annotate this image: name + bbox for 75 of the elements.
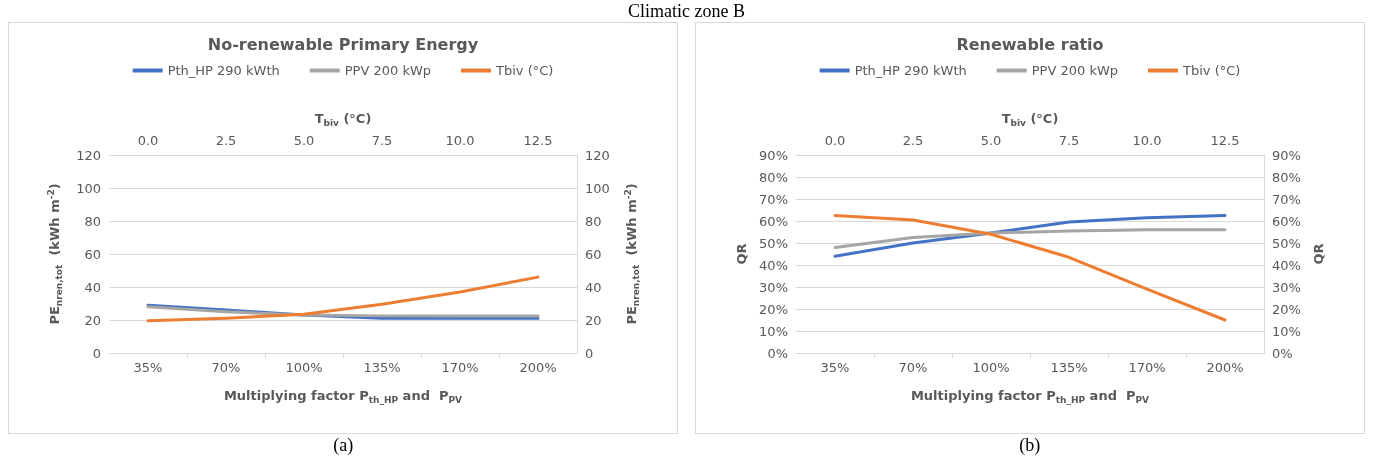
x-tick-label: 35% (820, 360, 850, 375)
legend-label: Pth_HP 290 kWth (167, 63, 280, 78)
y2-tick-label: 60% (1271, 213, 1301, 229)
y2-tick-label: 0 (585, 345, 594, 361)
x-tick-label: 100% (972, 360, 1010, 375)
line-series (833, 214, 1227, 258)
x-tick-label: 200% (519, 360, 557, 375)
y2-tick-label: 40% (1271, 257, 1301, 273)
y2-tick-label: 50% (1271, 235, 1301, 251)
y-tick-label: 70% (758, 191, 788, 207)
y-tick-label: 60 (84, 246, 102, 262)
y2-tick-label: 120 (585, 147, 611, 163)
x-tick-label: 35% (133, 360, 163, 375)
y-tick-label: 30% (758, 279, 788, 295)
legend-label: Tbiv (°C) (495, 63, 554, 78)
x2-tick-label: 2.5 (902, 133, 924, 148)
x-tick-label: 100% (285, 360, 323, 375)
y-tick-label: 80 (84, 213, 102, 229)
y-tick-label: 50% (758, 235, 788, 251)
x2-tick-label: 12.5 (523, 133, 553, 148)
y2-tick-label: 20 (585, 312, 602, 328)
y-tick-label: 0% (767, 345, 788, 361)
legend-label: Pth_HP 290 kWth (854, 63, 967, 78)
y-axis-title: QR (733, 243, 749, 265)
y2-tick-label: 0% (1271, 345, 1293, 361)
y2-tick-label: 100 (585, 180, 611, 196)
x-tick-label: 70% (211, 360, 241, 375)
chart-title: Renewable ratio (956, 34, 1104, 54)
y2-tick-label: 40 (585, 279, 602, 295)
chart-title: No-renewable Primary Energy (208, 34, 479, 54)
x-tick-label: 135% (1050, 360, 1088, 375)
x-tick-label: 200% (1206, 360, 1244, 375)
x2-tick-label: 7.5 (371, 133, 393, 148)
y-tick-label: 100 (76, 180, 102, 196)
y2-tick-label: 70% (1271, 191, 1301, 207)
y2-axis-title: QR (1310, 243, 1326, 265)
y2-tick-label: 30% (1271, 279, 1301, 295)
x-tick-label: 170% (441, 360, 479, 375)
y2-tick-label: 20% (1271, 301, 1301, 317)
y-tick-label: 10% (758, 323, 788, 339)
y-tick-label: 90% (758, 147, 788, 163)
y-tick-label: 80% (758, 169, 788, 185)
line-series (833, 228, 1227, 249)
x2-tick-label: 0.0 (137, 133, 159, 148)
x2-tick-label: 2.5 (215, 133, 237, 148)
text: (a) (333, 434, 354, 456)
y2-tick-label: 10% (1271, 323, 1301, 339)
x-tick-label: 135% (363, 360, 401, 375)
y2-axis-title: PEnren,tot (kWh m-2) (622, 183, 641, 325)
text: Climatic zone B (627, 0, 746, 22)
y-tick-label: 40 (84, 279, 102, 295)
text: (b) (1019, 434, 1041, 456)
x2-tick-label: 10.0 (1132, 133, 1162, 148)
x2-tick-label: 12.5 (1210, 133, 1240, 148)
x2-tick-label: 10.0 (445, 133, 475, 148)
y-tick-label: 0 (92, 345, 102, 361)
y2-tick-label: 90% (1271, 147, 1301, 163)
y-tick-label: 60% (758, 213, 788, 229)
x2-tick-label: 5.0 (980, 133, 1002, 148)
y2-tick-label: 80 (585, 213, 602, 229)
y2-tick-label: 60 (585, 246, 602, 262)
x2-tick-label: 0.0 (824, 133, 846, 148)
x2-tick-label: 5.0 (293, 133, 315, 148)
x-tick-label: 70% (898, 360, 928, 375)
y-tick-label: 20 (84, 312, 102, 328)
x-tick-label: 170% (1128, 360, 1166, 375)
legend-label: PPV 200 kWp (1031, 63, 1118, 78)
x2-tick-label: 7.5 (1058, 133, 1080, 148)
legend-label: Tbiv (°C) (1181, 63, 1241, 78)
y-tick-label: 20% (758, 301, 788, 317)
legend-label: PPV 200 kWp (344, 63, 432, 78)
y-tick-label: 120 (76, 147, 102, 163)
y-axis-title: PEnren,tot (kWh m-2) (45, 183, 64, 325)
y-tick-label: 40% (758, 257, 788, 273)
y2-tick-label: 80% (1271, 169, 1301, 185)
